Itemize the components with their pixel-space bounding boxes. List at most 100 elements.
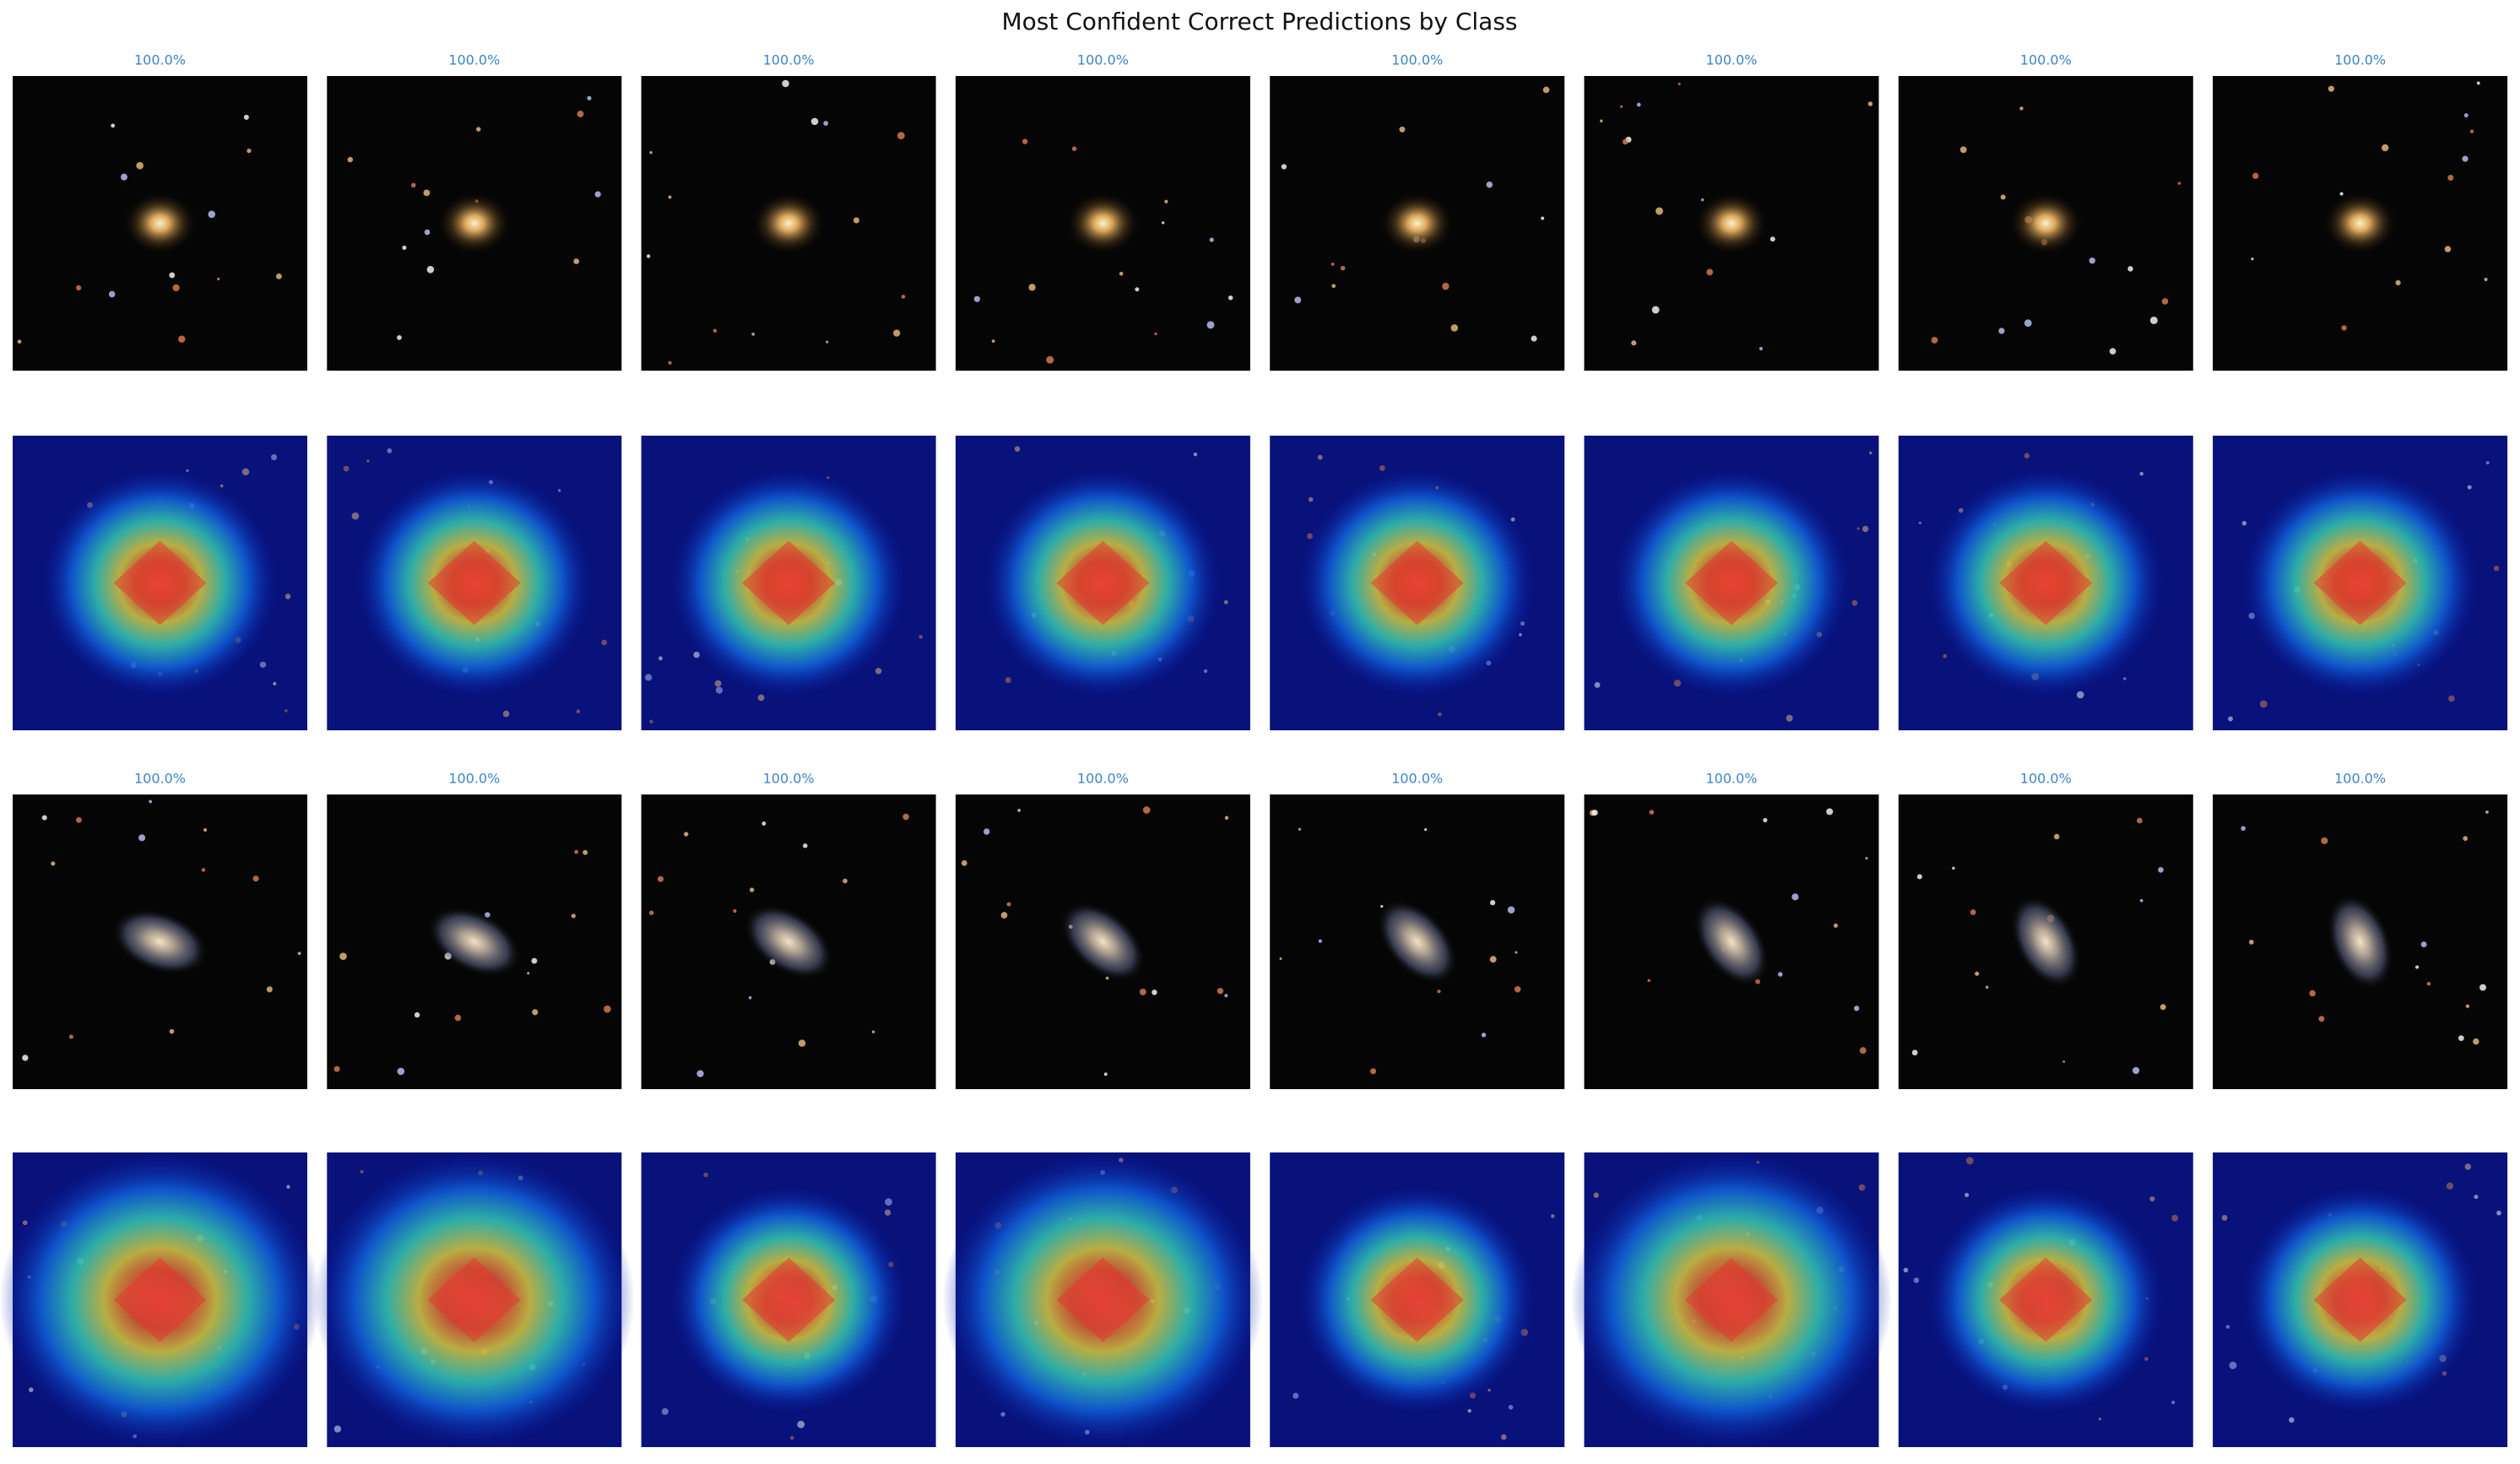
star [646,254,651,258]
star [871,1030,875,1033]
star [703,1172,708,1178]
confidence-label: 100.0% [448,52,500,68]
star [1139,988,1146,995]
star [798,1039,806,1047]
star [347,156,354,163]
star [1620,105,1623,108]
star [120,173,127,181]
star [1135,287,1140,292]
star [2089,258,2095,264]
star [1631,340,1637,346]
star [333,1425,342,1433]
star [715,686,723,694]
star [748,996,752,1000]
image-panel [641,794,936,1089]
star [1294,296,1302,304]
star [1918,521,1921,524]
confidence-label: 100.0% [1705,52,1757,68]
star [1142,806,1151,814]
star [885,1198,892,1206]
confidence-label: 100.0% [134,771,186,787]
star [1227,295,1233,301]
star [1298,827,1302,831]
star [1677,82,1681,85]
star [803,843,808,849]
image-panel [327,794,622,1089]
star [2395,279,2401,286]
image-panel [641,436,936,730]
star [601,639,607,646]
star [2109,348,2116,355]
star [875,667,882,675]
star [2161,298,2169,305]
confidence-label: 100.0% [1391,771,1443,787]
image-panel [2213,436,2508,730]
star [902,813,909,821]
heatmap-core [113,1257,207,1342]
star [1017,808,1022,812]
star [243,114,249,120]
star [884,1209,891,1216]
star [1551,1214,1555,1218]
star [2149,316,2158,324]
star [761,821,767,826]
galaxy [111,908,209,976]
star [1867,101,1873,106]
star [68,1034,73,1039]
confidence-label: 100.0% [1705,771,1757,787]
star [2458,1035,2464,1042]
image-panel [955,436,1250,730]
star [797,1420,805,1429]
star [1071,146,1077,151]
star [1330,262,1335,266]
star [714,680,722,687]
galaxy [1065,191,1141,256]
star [2225,1325,2230,1329]
star [454,1014,462,1022]
star [2464,1163,2472,1170]
star [2259,700,2268,708]
confidence-label: 100.0% [2334,52,2386,68]
star [557,489,561,492]
galaxy [1694,191,1769,256]
star [713,328,718,333]
star [333,1065,340,1072]
star [587,95,592,100]
star [1005,677,1011,683]
star [1859,1047,1867,1055]
star [973,296,980,302]
star [2448,695,2455,702]
star [138,834,146,842]
star [1651,306,1660,314]
star [1965,1192,1970,1198]
star [1154,332,1157,335]
star [2171,1214,2179,1222]
star [2289,1417,2295,1423]
star [2339,192,2344,196]
star [2127,266,2133,272]
star [2160,1004,2166,1011]
image-panel [1270,76,1565,371]
star [136,161,144,170]
galaxy [751,191,827,256]
star [1594,681,1601,688]
star [823,121,829,126]
star [410,182,416,188]
star [76,285,82,290]
star [1959,146,1967,154]
star [2485,810,2489,814]
image-panel [1584,436,1879,730]
star [259,661,267,668]
star [351,512,360,520]
star [1293,1392,1299,1399]
heatmap-core [742,540,836,626]
galaxy [2322,191,2398,256]
star [2076,691,2084,699]
image-panel [641,1152,936,1447]
heatmap-core [2313,1257,2407,1342]
star [1203,669,1208,673]
star [1985,985,1989,990]
star [2426,981,2431,986]
star [1622,138,1629,145]
